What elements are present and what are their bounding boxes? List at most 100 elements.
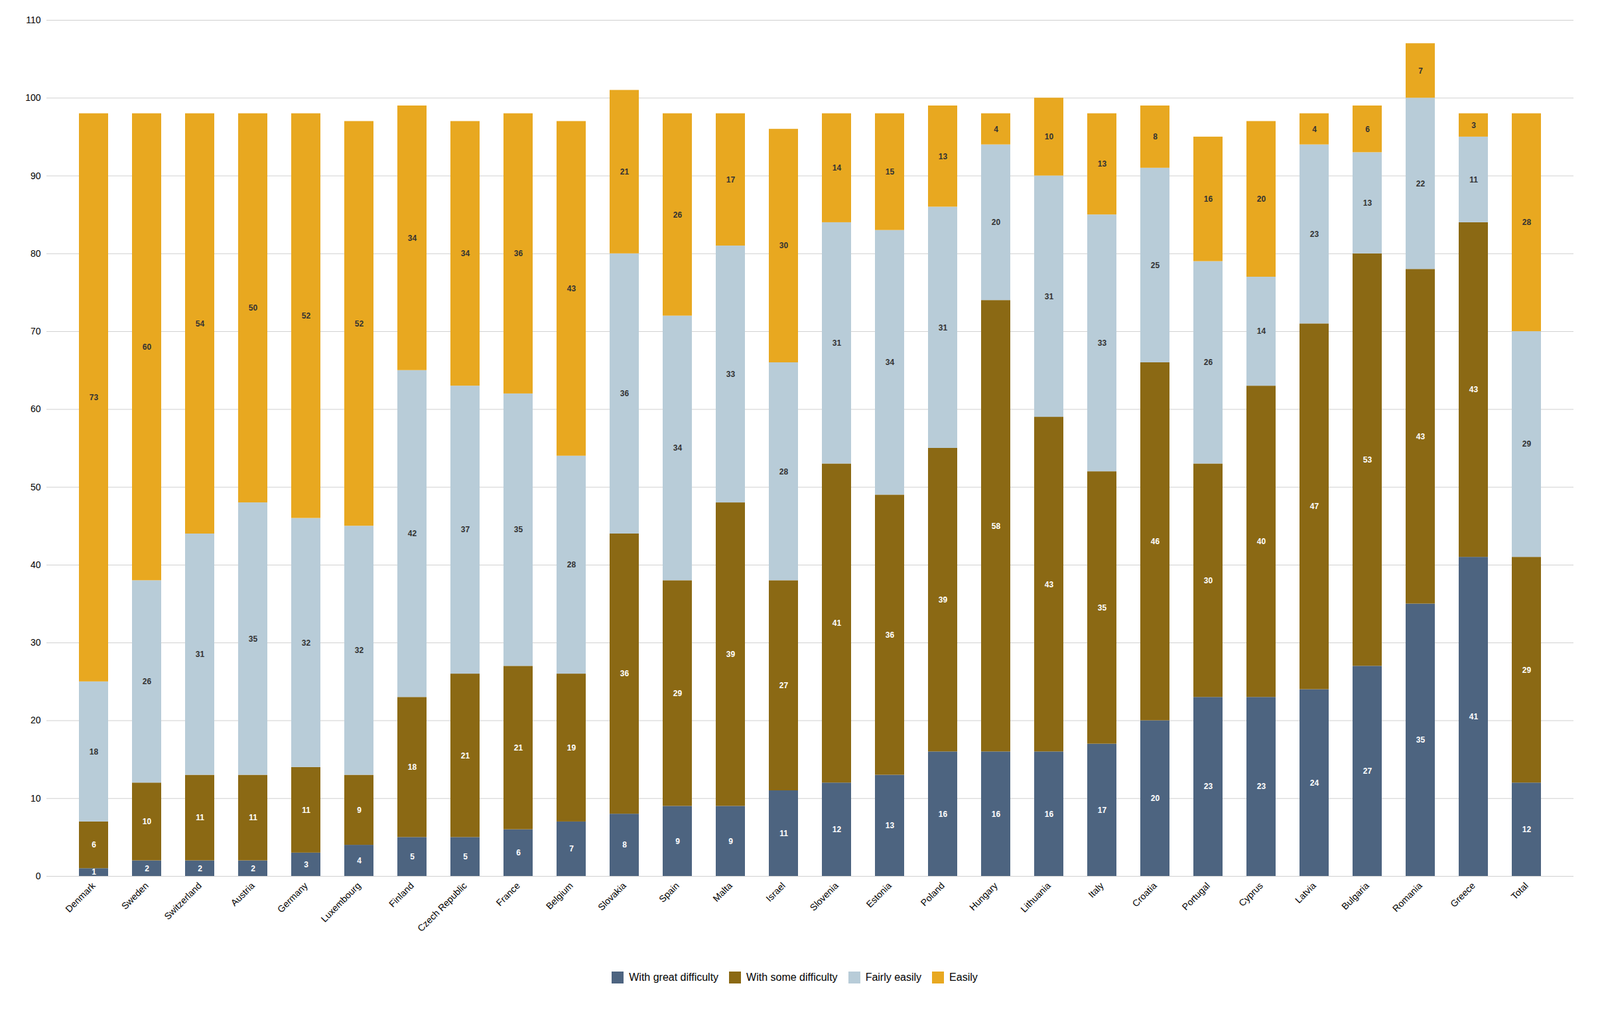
svg-text:43: 43: [567, 283, 577, 294]
svg-text:13: 13: [938, 151, 948, 162]
svg-text:France: France: [494, 879, 523, 908]
svg-text:31: 31: [832, 338, 842, 348]
svg-text:46: 46: [1150, 536, 1161, 546]
svg-text:21: 21: [620, 167, 630, 177]
svg-text:7: 7: [1418, 66, 1423, 76]
svg-text:31: 31: [195, 649, 205, 659]
svg-text:73: 73: [89, 392, 99, 402]
svg-text:6: 6: [91, 839, 97, 850]
svg-text:70: 70: [30, 325, 42, 337]
svg-text:Poland: Poland: [918, 879, 947, 908]
svg-text:3: 3: [303, 859, 309, 869]
svg-text:23: 23: [1310, 229, 1320, 239]
svg-text:2: 2: [144, 863, 150, 873]
svg-text:11: 11: [301, 805, 311, 815]
svg-text:36: 36: [620, 668, 630, 678]
svg-text:28: 28: [567, 559, 577, 570]
svg-text:Hungary: Hungary: [967, 879, 1000, 913]
svg-text:Czech Republic: Czech Republic: [415, 879, 469, 934]
svg-text:34: 34: [461, 248, 471, 259]
svg-text:Croatia: Croatia: [1130, 879, 1159, 909]
svg-text:26: 26: [142, 676, 152, 686]
svg-text:32: 32: [354, 645, 365, 655]
svg-text:15: 15: [885, 167, 895, 177]
svg-text:58: 58: [991, 521, 1001, 531]
svg-text:13: 13: [885, 820, 895, 830]
svg-text:31: 31: [1044, 291, 1055, 302]
svg-text:Switzerland: Switzerland: [161, 879, 203, 921]
svg-text:19: 19: [567, 742, 577, 753]
svg-text:Lithuania: Lithuania: [1018, 879, 1053, 915]
svg-text:33: 33: [1097, 338, 1108, 348]
svg-text:14: 14: [832, 163, 842, 173]
svg-text:Belgium: Belgium: [543, 879, 576, 911]
svg-text:52: 52: [301, 311, 312, 321]
svg-text:52: 52: [354, 319, 365, 329]
svg-text:20: 20: [1150, 793, 1161, 803]
svg-text:40: 40: [1257, 536, 1267, 546]
svg-text:Spain: Spain: [656, 879, 682, 905]
svg-text:12: 12: [832, 824, 842, 834]
svg-text:4: 4: [993, 124, 999, 134]
svg-text:35: 35: [248, 634, 259, 644]
svg-text:Denmark: Denmark: [63, 879, 98, 915]
svg-text:21: 21: [514, 742, 524, 753]
svg-text:37: 37: [461, 524, 471, 534]
svg-text:Luxembourg: Luxembourg: [318, 879, 363, 924]
svg-text:Romania: Romania: [1390, 879, 1425, 914]
svg-text:16: 16: [1044, 809, 1055, 819]
svg-text:25: 25: [1150, 260, 1161, 270]
svg-text:Slovakia: Slovakia: [595, 879, 629, 913]
svg-text:36: 36: [620, 388, 630, 399]
svg-text:29: 29: [1522, 439, 1532, 449]
svg-text:6: 6: [1365, 124, 1370, 134]
svg-text:Greece: Greece: [1448, 879, 1478, 909]
svg-text:Cyprus: Cyprus: [1236, 879, 1266, 909]
svg-text:100: 100: [25, 92, 42, 103]
svg-text:35: 35: [1416, 734, 1426, 745]
svg-text:12: 12: [1522, 824, 1532, 834]
svg-text:4: 4: [356, 855, 362, 866]
svg-text:11: 11: [1469, 175, 1478, 185]
svg-text:39: 39: [726, 649, 736, 659]
svg-text:10: 10: [142, 816, 152, 826]
svg-text:Malta: Malta: [710, 879, 735, 904]
svg-text:Total: Total: [1509, 879, 1531, 901]
svg-text:80: 80: [30, 248, 42, 259]
svg-text:28: 28: [1522, 217, 1532, 227]
svg-text:Portugal: Portugal: [1180, 879, 1212, 912]
svg-text:42: 42: [407, 528, 418, 538]
svg-text:28: 28: [779, 466, 789, 477]
svg-text:Bulgaria: Bulgaria: [1339, 879, 1372, 912]
svg-text:27: 27: [779, 680, 789, 690]
svg-text:50: 50: [30, 481, 42, 493]
svg-text:34: 34: [673, 443, 683, 453]
svg-text:17: 17: [1097, 805, 1108, 815]
svg-text:8: 8: [622, 839, 627, 850]
svg-text:36: 36: [885, 630, 895, 640]
svg-text:20: 20: [1257, 194, 1267, 204]
svg-text:22: 22: [1416, 179, 1426, 189]
svg-text:20: 20: [30, 714, 42, 726]
svg-text:29: 29: [673, 688, 683, 698]
svg-text:4: 4: [1312, 124, 1317, 134]
svg-text:33: 33: [726, 369, 736, 379]
svg-text:34: 34: [407, 233, 418, 243]
svg-text:16: 16: [938, 809, 948, 819]
svg-text:16: 16: [1203, 194, 1214, 204]
svg-text:41: 41: [832, 618, 842, 628]
svg-text:1: 1: [91, 866, 97, 877]
svg-text:35: 35: [514, 524, 524, 534]
svg-text:39: 39: [938, 595, 948, 605]
svg-text:16: 16: [991, 809, 1001, 819]
svg-text:9: 9: [675, 836, 680, 846]
svg-text:9: 9: [728, 836, 734, 846]
svg-text:9: 9: [356, 805, 362, 815]
svg-text:18: 18: [407, 762, 418, 772]
svg-text:27: 27: [1363, 766, 1373, 776]
svg-text:34: 34: [885, 357, 895, 367]
svg-text:11: 11: [779, 828, 789, 838]
svg-text:30: 30: [779, 240, 789, 251]
svg-text:30: 30: [30, 636, 42, 648]
svg-text:10: 10: [1044, 132, 1055, 142]
